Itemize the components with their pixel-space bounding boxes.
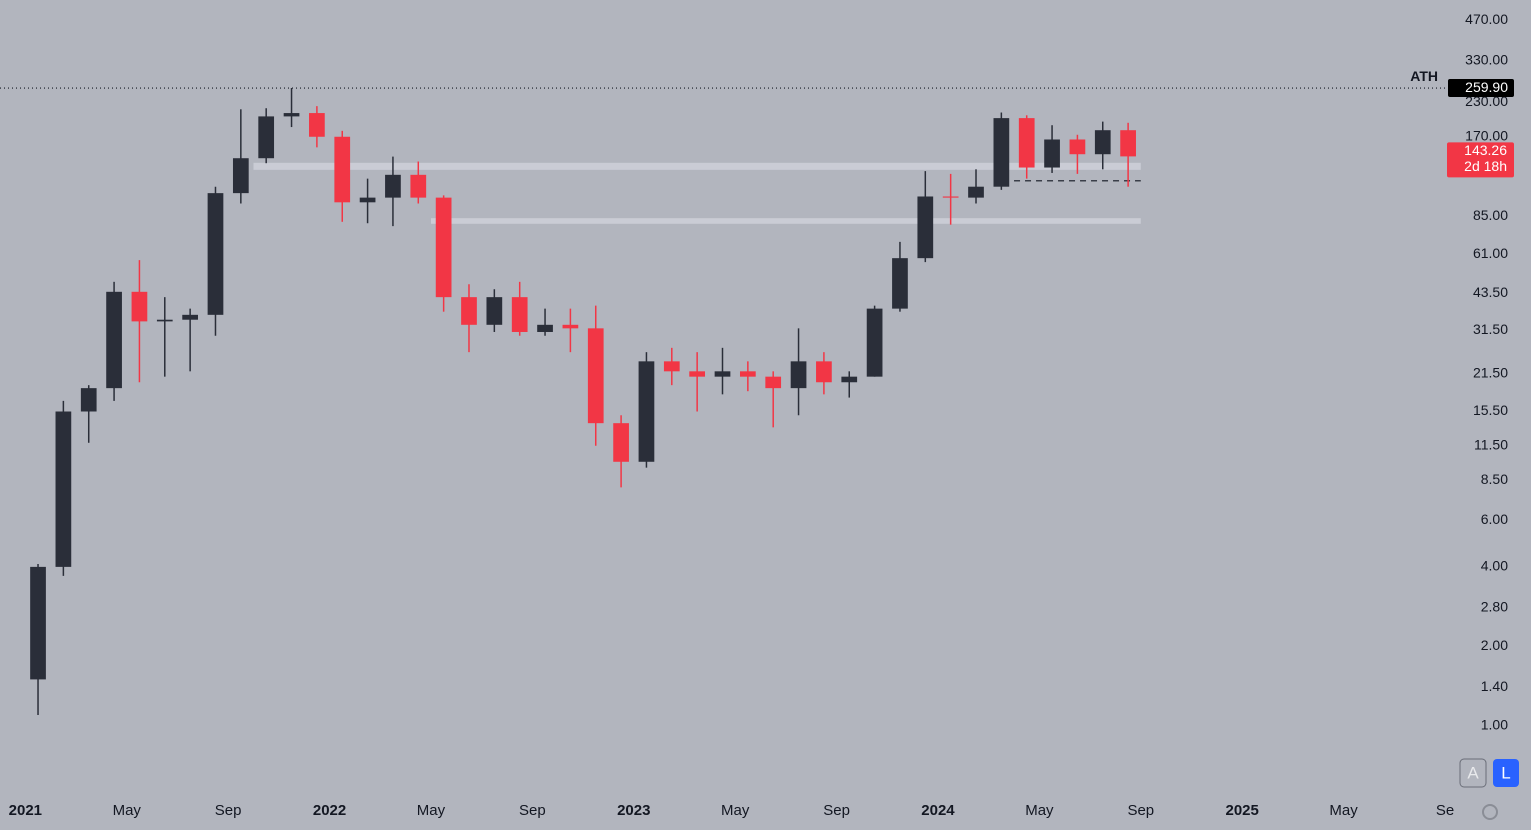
ath-value: 259.90: [1465, 79, 1508, 95]
candle-body: [131, 291, 148, 322]
y-tick-label: 170.00: [1465, 127, 1508, 143]
candle-body: [714, 371, 731, 377]
candle-body: [765, 376, 782, 389]
y-tick-label: 4.00: [1481, 558, 1508, 574]
candle-body: [537, 324, 553, 332]
x-tick-label: May: [1025, 802, 1054, 819]
candle-body: [917, 196, 934, 259]
candle-body: [841, 376, 858, 383]
y-tick-label: 11.50: [1474, 436, 1508, 452]
y-tick-label: 1.40: [1481, 678, 1508, 694]
candle-body: [993, 118, 1010, 187]
candle-body: [30, 566, 46, 680]
candle-body: [968, 186, 984, 198]
x-tick-label: May: [417, 802, 446, 819]
zone: [253, 162, 1141, 170]
candle-body: [689, 371, 706, 377]
candle-body: [562, 324, 579, 329]
x-tick-label: May: [721, 802, 750, 819]
x-tick-label: 2021: [9, 802, 42, 819]
price-box: [1447, 142, 1514, 178]
candle-body: [942, 196, 959, 198]
y-tick-label: 330.00: [1465, 51, 1508, 67]
candle-body: [663, 361, 680, 372]
candle-body: [182, 314, 198, 320]
candle-body: [106, 291, 122, 389]
candle-body: [790, 361, 807, 389]
x-tick-label: May: [1329, 802, 1358, 819]
x-tick-label: Se: [1436, 802, 1454, 819]
candle-body: [866, 308, 883, 377]
candle-body: [739, 371, 756, 377]
x-tick-label: 2025: [1226, 802, 1259, 819]
y-tick-label: 21.50: [1473, 365, 1508, 381]
button-frame[interactable]: [1493, 759, 1519, 787]
candle-body: [435, 197, 452, 298]
candle-body: [892, 258, 908, 309]
x-tick-label: Sep: [823, 802, 850, 819]
candle-body: [359, 197, 376, 203]
candle-body: [587, 328, 604, 424]
candle-body: [385, 174, 401, 198]
settings-icon[interactable]: [1482, 804, 1498, 820]
candle-body: [55, 411, 72, 567]
y-tick-label: 470.00: [1465, 11, 1508, 27]
candle-body: [816, 361, 832, 383]
y-tick-label: 2.00: [1481, 637, 1508, 653]
scale-buttons: A L: [1459, 758, 1519, 788]
candle-body: [207, 193, 224, 315]
x-tick-label: Sep: [519, 802, 546, 819]
candle-body: [283, 113, 300, 117]
ath-box: [1448, 79, 1514, 98]
button-frame[interactable]: [1459, 758, 1487, 788]
candle-body: [1018, 118, 1035, 168]
candle-body: [334, 136, 351, 203]
candle-body: [258, 116, 275, 159]
ath-label: ATH: [1410, 68, 1438, 84]
y-tick-label: 31.50: [1473, 321, 1508, 337]
candle-body: [1069, 139, 1086, 155]
candle-body: [613, 423, 629, 462]
candle-body: [638, 361, 655, 462]
candle-body: [309, 113, 325, 137]
y-tick-label: 61.00: [1473, 245, 1508, 261]
plot: [0, 87, 1447, 715]
y-tick-label: 85.00: [1473, 207, 1508, 223]
candle-body: [461, 297, 477, 325]
y-tick-label: 8.50: [1481, 471, 1508, 487]
y-tick-label: 1.00: [1481, 717, 1508, 733]
x-tick-label: 2023: [617, 802, 650, 819]
x-tick-label: Sep: [1127, 802, 1154, 819]
auto-button[interactable]: A: [1467, 763, 1479, 782]
x-tick-label: Sep: [215, 802, 242, 819]
candle-body: [232, 158, 249, 194]
x-tick-label: 2024: [921, 802, 955, 819]
log-button[interactable]: L: [1501, 763, 1510, 782]
x-tick-label: May: [113, 802, 142, 819]
y-tick-label: 15.50: [1473, 402, 1508, 418]
y-tick-label: 43.50: [1473, 284, 1508, 300]
candle-body: [410, 174, 427, 198]
candle-body: [511, 297, 528, 332]
candle-body: [486, 297, 503, 325]
zone: [430, 218, 1141, 224]
y-tick-label: 2.80: [1481, 599, 1508, 615]
countdown: 2d 18h: [1464, 158, 1507, 174]
price-value: 143.26: [1464, 142, 1507, 158]
candle-body: [80, 388, 97, 412]
candle-body: [1094, 130, 1111, 155]
candle-body: [1044, 139, 1060, 168]
y-tick-label: 6.00: [1481, 511, 1508, 527]
candle-body: [156, 319, 173, 322]
candle-body: [1120, 130, 1136, 157]
x-tick-label: 2022: [313, 802, 346, 819]
